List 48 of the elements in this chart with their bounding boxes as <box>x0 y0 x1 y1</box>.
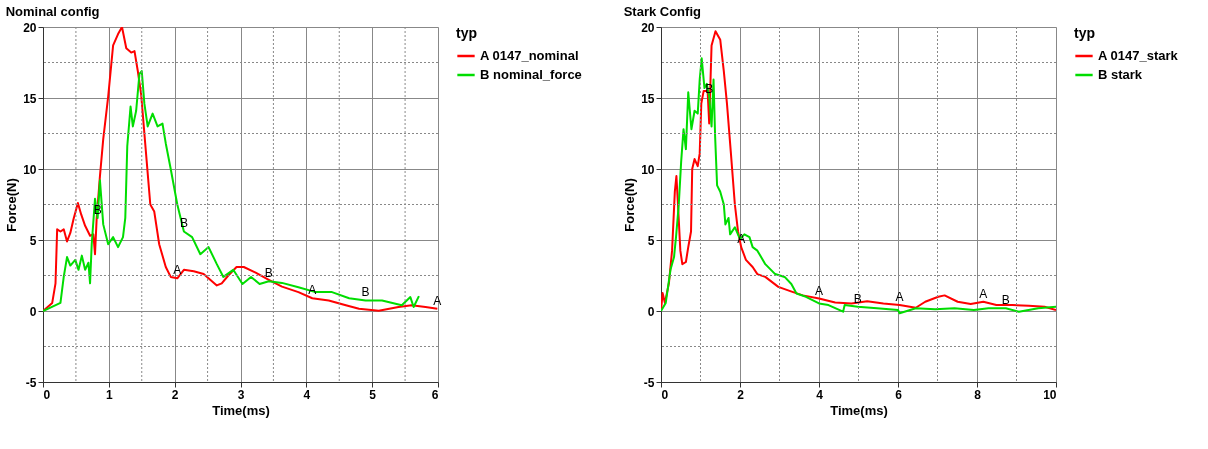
y-tick-label: 10 <box>641 162 655 177</box>
x-axis-title: Time(ms) <box>830 402 888 418</box>
annotation: B <box>264 266 273 281</box>
x-tick-label: 6 <box>895 387 903 402</box>
y-tick-label: 15 <box>23 91 37 106</box>
y-tick-label: 5 <box>29 233 37 248</box>
x-tick-label: 1 <box>105 387 113 402</box>
annotation: B <box>1001 293 1010 308</box>
x-tick-label: 10 <box>1043 387 1057 402</box>
x-tick-label: 4 <box>816 387 824 402</box>
line-series <box>43 70 420 312</box>
legend-label: B stark <box>1098 67 1143 82</box>
y-axis-title: Force(N) <box>622 178 638 232</box>
annotation: A <box>895 290 904 305</box>
y-tick-label: 20 <box>641 20 655 35</box>
x-tick-label: 4 <box>303 387 311 402</box>
x-tick-label: 2 <box>171 387 179 402</box>
annotation: A <box>979 286 988 301</box>
annotation: B <box>705 81 714 96</box>
legend-title: typ <box>1074 25 1095 41</box>
y-tick-label: 20 <box>23 20 37 35</box>
y-tick-label: -5 <box>643 375 655 390</box>
x-tick-label: 5 <box>369 387 377 402</box>
x-tick-label: 8 <box>974 387 982 402</box>
annotation: A <box>433 293 442 308</box>
y-tick-label: 0 <box>647 304 655 319</box>
annotation: A <box>173 263 182 278</box>
annotation: B <box>853 291 862 306</box>
y-axis-title: Force(N) <box>4 178 20 232</box>
legend-title: typ <box>456 25 477 41</box>
y-tick-label: 10 <box>23 162 37 177</box>
chart-title: Stark Config <box>623 4 701 19</box>
x-tick-label: 2 <box>737 387 745 402</box>
legend-label: B nominal_force <box>480 67 582 82</box>
x-tick-label: 0 <box>43 387 51 402</box>
x-tick-label: 6 <box>431 387 439 402</box>
legend-label: A 0147_stark <box>1098 48 1179 63</box>
y-tick-label: 0 <box>29 304 37 319</box>
annotation: B <box>361 285 370 300</box>
legend-label: A 0147_nominal <box>480 48 579 63</box>
x-tick-label: 3 <box>237 387 245 402</box>
y-tick-label: 5 <box>647 233 655 248</box>
y-tick-label: -5 <box>25 375 37 390</box>
y-tick-label: 15 <box>641 91 655 106</box>
annotation: A <box>814 283 824 298</box>
chart-title: Nominal config <box>5 4 100 19</box>
x-axis-title: Time(ms) <box>212 402 270 418</box>
x-tick-label: 0 <box>661 387 669 402</box>
